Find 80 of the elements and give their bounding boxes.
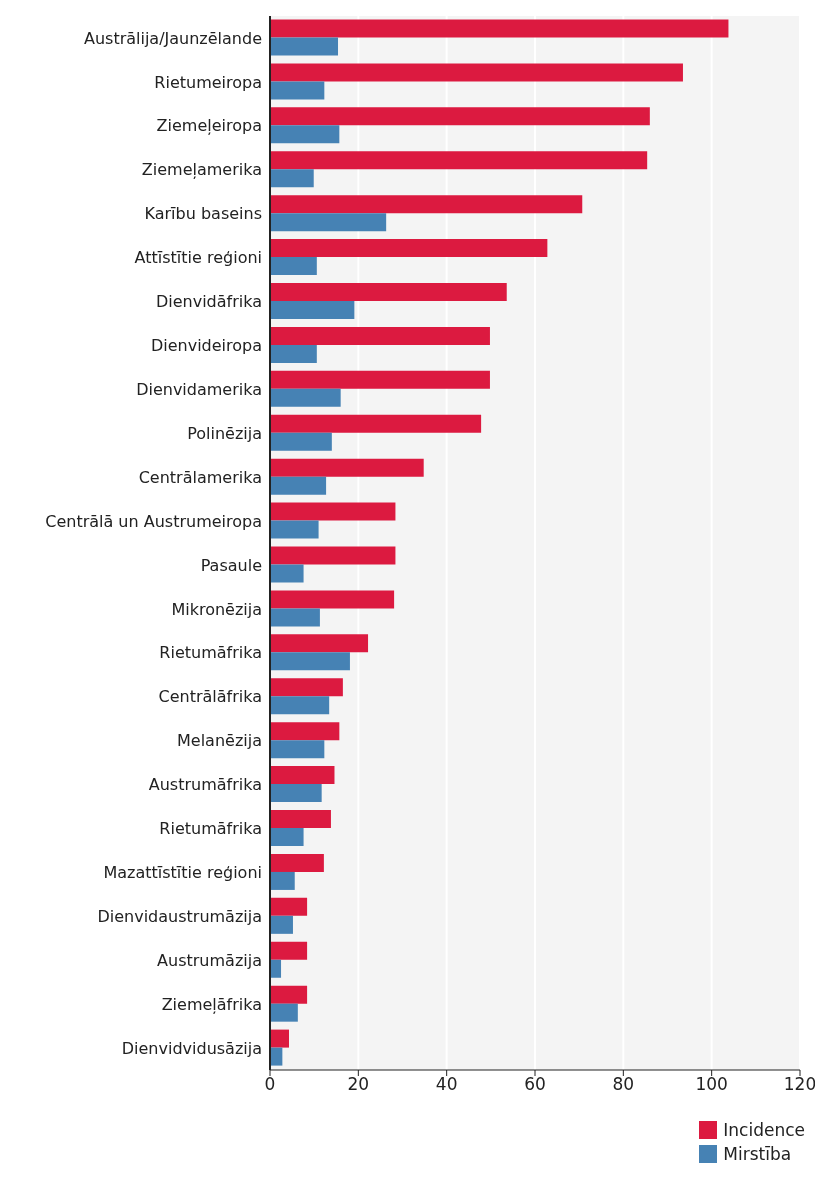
x-tick-label: 80 <box>612 1074 635 1095</box>
bar <box>270 326 490 345</box>
y-tick-label: Austrālija/Jaunzēlande <box>83 28 262 48</box>
bar <box>270 985 308 1004</box>
x-tick-label: 120 <box>783 1074 817 1095</box>
bar <box>270 871 295 890</box>
y-tick-label: Centrālamerika <box>138 467 262 487</box>
bar <box>270 388 341 407</box>
bar <box>270 784 322 803</box>
y-tick-label: Centrālā un Austrumeiropa <box>45 511 262 531</box>
x-tick-label: 20 <box>347 1074 370 1095</box>
y-tick-label: Dienvidvidusāzija <box>121 1038 262 1058</box>
y-tick-label: Attīstītie reģioni <box>134 248 262 268</box>
y-tick-label: Dienvideiropa <box>150 336 262 356</box>
bar <box>270 766 335 785</box>
y-tick-label: Pasaule <box>200 555 262 575</box>
bar <box>270 344 317 363</box>
bar <box>270 853 324 872</box>
y-tick-label: Austrumāzija <box>157 950 262 970</box>
bar <box>270 125 340 144</box>
y-tick-label: Ziemeļamerika <box>141 160 262 180</box>
bar <box>270 432 332 451</box>
x-tick-label: 60 <box>524 1074 546 1095</box>
bar <box>270 897 308 916</box>
y-tick-label: Karību baseins <box>144 204 262 224</box>
bar <box>270 502 396 521</box>
y-tick-label: Austrumāfrika <box>148 775 262 795</box>
bar <box>270 195 583 214</box>
bar <box>270 239 548 258</box>
x-tick-label: 0 <box>264 1074 276 1095</box>
bar <box>270 564 304 583</box>
y-tick-label: Mazattīstītie reģioni <box>103 863 262 883</box>
bar <box>270 546 396 565</box>
bar <box>270 941 308 960</box>
y-tick-label: Ziemeļāfrika <box>161 994 262 1014</box>
y-tick-label: Dienvidaustrumāzija <box>97 906 262 926</box>
y-tick-label: Ziemeļeiropa <box>156 116 262 136</box>
bar <box>270 414 482 433</box>
bar <box>270 370 490 389</box>
bar <box>270 915 293 934</box>
x-tick-label: 40 <box>435 1074 458 1095</box>
bar <box>270 828 304 847</box>
bar <box>270 740 325 759</box>
bar <box>270 678 343 697</box>
bar <box>270 301 355 320</box>
y-tick-label: Rietumāfrika <box>159 819 262 839</box>
y-tick-label: Mikronēzija <box>171 599 262 619</box>
bar <box>270 257 317 276</box>
bar <box>270 634 369 653</box>
bar <box>270 81 325 100</box>
bar <box>270 1029 289 1048</box>
x-tick-label: 100 <box>695 1074 728 1095</box>
bar <box>270 63 683 82</box>
bar <box>270 959 282 978</box>
bar <box>270 520 319 539</box>
y-tick-label: Polinēzija <box>187 423 262 443</box>
legend-label: Incidence <box>723 1119 805 1142</box>
y-tick-label: Dienvidamerika <box>136 379 262 399</box>
bar <box>270 151 648 170</box>
bar <box>270 722 340 741</box>
y-tick-label: Dienvidāfrika <box>155 292 262 312</box>
bar <box>270 810 331 829</box>
bar <box>270 169 314 188</box>
bar <box>270 458 424 477</box>
bar <box>270 107 650 126</box>
bar <box>270 1003 298 1022</box>
bar <box>270 476 327 495</box>
bar <box>270 37 339 56</box>
bar <box>270 19 729 38</box>
bar <box>270 283 507 302</box>
bar <box>270 213 387 232</box>
legend-label: Mirstība <box>723 1143 792 1166</box>
y-tick-label: Rietumāfrika <box>159 643 262 663</box>
bar <box>270 590 395 609</box>
y-tick-label: Rietumeiropa <box>154 72 262 92</box>
y-tick-label: Centrālāfrika <box>158 687 262 707</box>
y-tick-label: Melanēzija <box>177 731 262 751</box>
bar <box>270 696 330 715</box>
bar <box>270 652 350 671</box>
bar <box>270 608 320 627</box>
